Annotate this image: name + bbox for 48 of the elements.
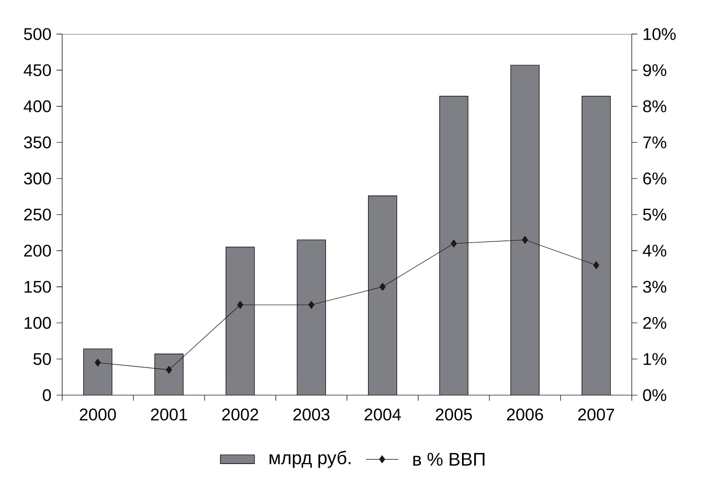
y2-tick-label: 2%: [643, 316, 666, 329]
x-tick-label: 2002: [222, 408, 258, 420]
y2-tick-label: 4%: [642, 244, 666, 256]
y-tick-label: 300: [24, 172, 51, 184]
point: [94, 358, 101, 366]
legend-label: в % ВВП: [413, 452, 484, 466]
y2-tick-label: 1%: [644, 352, 666, 365]
bar: [510, 64, 540, 395]
point: [166, 366, 172, 374]
y-tick-label: 250: [24, 208, 51, 220]
x-tick-label: 2005: [436, 408, 472, 420]
y-tick-label: 500: [24, 28, 51, 40]
x-tick-label: 2006: [507, 408, 544, 420]
y2-tick-label: 0%: [643, 388, 666, 401]
bar: [582, 96, 611, 395]
y-tick-label: 150: [24, 280, 51, 293]
y-tick-label: 50: [33, 352, 51, 365]
x-tick-label: 2004: [364, 408, 401, 420]
y2-tick-label: 10%: [644, 28, 676, 40]
point: [237, 300, 244, 309]
bar: [368, 196, 397, 395]
y2-tick-label: 8%: [643, 100, 666, 112]
y2-tick-label: 6%: [643, 172, 666, 184]
point: [380, 282, 386, 291]
x-tick-label: 2007: [578, 408, 614, 420]
y2-tick-label: 3%: [643, 280, 666, 293]
bar: [154, 354, 184, 395]
x-tick-label: 2001: [151, 408, 187, 420]
bar: [440, 96, 468, 395]
point: [450, 239, 457, 248]
y2-tick-label: 9%: [643, 64, 666, 76]
y-tick-label: 400: [24, 100, 51, 112]
point: [593, 261, 600, 269]
bar: [84, 348, 112, 395]
y-tick-label: 350: [24, 136, 51, 148]
legend-label: млрд руб.: [270, 450, 350, 468]
bar: [226, 246, 254, 395]
y-tick-label: 200: [24, 244, 51, 257]
y-tick-label: 100: [24, 316, 51, 329]
y2-tick-label: 5%: [643, 208, 666, 220]
x-tick-label: 2003: [293, 408, 330, 420]
y-tick-label: 0: [42, 388, 51, 401]
y-tick-label: 450: [24, 64, 51, 76]
point: [308, 300, 314, 309]
bar: [297, 240, 326, 395]
y2-tick-label: 7%: [643, 136, 666, 148]
point: [522, 236, 528, 244]
x-tick-label: 2000: [80, 408, 116, 420]
